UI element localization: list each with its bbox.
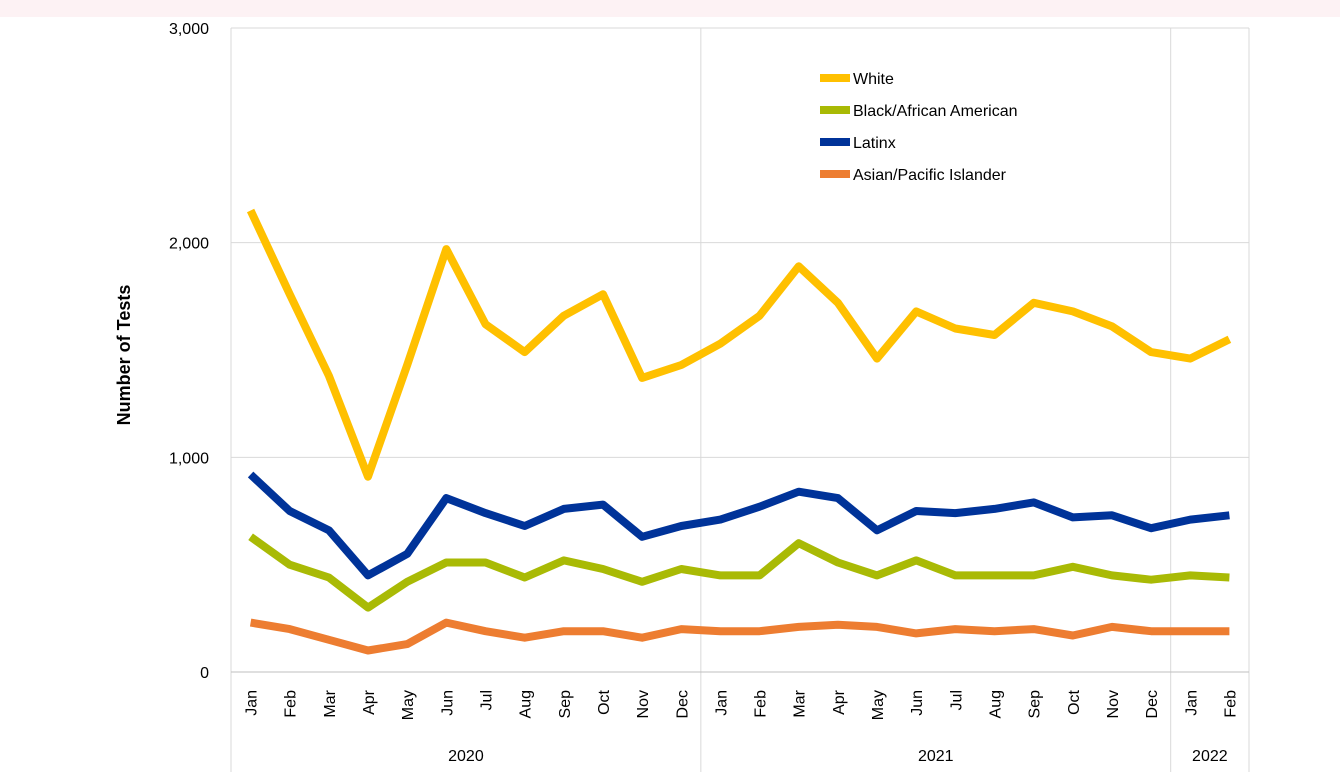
x-tick-label: Nov [1105, 690, 1122, 718]
series-line-white [246, 208, 1232, 481]
legend-label-white: White [853, 71, 894, 88]
x-tick-label: Aug [518, 690, 535, 718]
x-tick-label: Oct [596, 689, 613, 714]
x-tick-label: Apr [831, 689, 848, 715]
legend: White Black/African American Latinx Asian/P… [820, 71, 1018, 184]
x-tick-label: Jul [948, 690, 965, 710]
x-tick-label: Jul [479, 690, 496, 710]
series-line-black-african-american [248, 533, 1230, 612]
x-tick-label: Apr [361, 689, 378, 715]
y-tick-label: 2,000 [169, 236, 209, 253]
x-tick-label: Mar [322, 689, 339, 717]
x-tick-label: Feb [753, 690, 770, 718]
x-tick-label: Jan [1183, 690, 1200, 716]
gridlines [231, 27, 1249, 772]
y-axis-label: Number of Tests [114, 285, 134, 426]
x-axis-ticks: Jan Feb Mar Apr May Jun Jul Aug Sep Oct Nov Dec Jan F… [244, 689, 1240, 720]
x-tick-label: Nov [635, 690, 652, 718]
x-tick-label: May [870, 690, 887, 720]
x-tick-label: Feb [283, 690, 300, 718]
series-line-asian-pacific-islander [249, 618, 1230, 655]
x-tick-label: Feb [1222, 690, 1239, 718]
x-tick-label: Jun [439, 690, 456, 716]
x-tick-label: Dec [1144, 690, 1161, 718]
axes [230, 28, 1250, 772]
year-label: 2020 [448, 748, 484, 765]
y-tick-label: 3,000 [169, 21, 209, 38]
x-tick-label: Sep [1027, 690, 1044, 719]
legend-label-black-african-american: Black/African American [853, 103, 1018, 120]
x-tick-label: Aug [988, 690, 1005, 718]
legend-label-asian-pacific-islander: Asian/Pacific Islander [853, 167, 1007, 184]
series-lines [246, 208, 1232, 655]
x-tick-label: Oct [1066, 689, 1083, 714]
x-tick-label: Jan [244, 690, 261, 716]
x-tick-label: Jan [713, 690, 730, 716]
y-axis-ticks: 0 1,000 2,000 3,000 [169, 21, 209, 682]
x-tick-label: Sep [557, 690, 574, 719]
top-band [0, 0, 1340, 17]
year-group-labels: 2020 2021 2022 [448, 748, 1228, 765]
x-tick-label: Jun [909, 690, 926, 716]
year-label: 2021 [918, 748, 954, 765]
legend-label-latinx: Latinx [853, 135, 896, 152]
x-tick-label: Dec [674, 690, 691, 718]
series-line-latinx [247, 471, 1230, 580]
x-tick-label: May [400, 690, 417, 720]
y-tick-label: 1,000 [169, 450, 209, 467]
x-tick-label: Mar [792, 689, 809, 717]
year-label: 2022 [1192, 748, 1228, 765]
y-tick-label: 0 [200, 665, 209, 682]
